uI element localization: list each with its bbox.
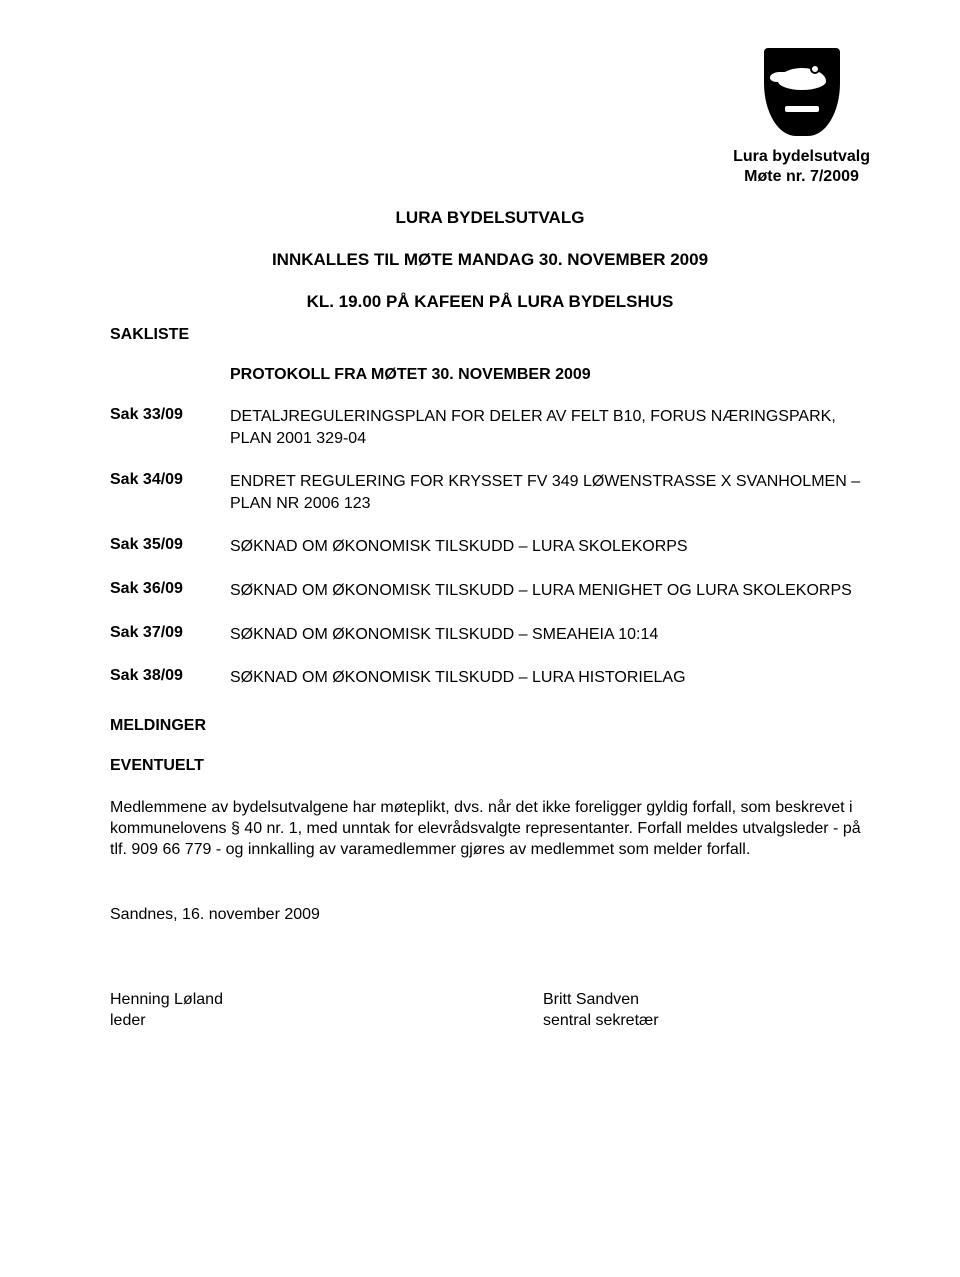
protokoll-line: PROTOKOLL FRA MØTET 30. NOVEMBER 2009 bbox=[230, 366, 870, 384]
sak-id: Sak 33/09 bbox=[110, 406, 230, 424]
sak-id: Sak 37/09 bbox=[110, 624, 230, 642]
sak-id: Sak 35/09 bbox=[110, 536, 230, 554]
sakliste-heading: SAKLISTE bbox=[110, 326, 870, 344]
signer-title: sentral sekretær bbox=[543, 1011, 659, 1032]
signature-block: Henning Løland leder Britt Sandven sentr… bbox=[110, 990, 870, 1032]
document-subtitle: INNKALLES TIL MØTE MANDAG 30. NOVEMBER 2… bbox=[110, 250, 870, 270]
signature-left: Henning Løland leder bbox=[110, 990, 223, 1032]
sak-id: Sak 38/09 bbox=[110, 667, 230, 685]
document-date: Sandnes, 16. november 2009 bbox=[110, 906, 870, 924]
signer-title: leder bbox=[110, 1011, 223, 1032]
document-main-title: LURA BYDELSUTVALG bbox=[110, 208, 870, 228]
sak-id: Sak 34/09 bbox=[110, 471, 230, 489]
sak-row: Sak 38/09 SØKNAD OM ØKONOMISK TILSKUDD –… bbox=[110, 667, 870, 689]
org-name-line2: Møte nr. 7/2009 bbox=[733, 167, 870, 187]
signer-name: Britt Sandven bbox=[543, 990, 659, 1011]
header-logo-block: Lura bydelsutvalg Møte nr. 7/2009 bbox=[733, 48, 870, 187]
sak-row: Sak 36/09 SØKNAD OM ØKONOMISK TILSKUDD –… bbox=[110, 580, 870, 602]
sak-row: Sak 33/09 DETALJREGULERINGSPLAN FOR DELE… bbox=[110, 406, 870, 449]
sak-description: SØKNAD OM ØKONOMISK TILSKUDD – LURA SKOL… bbox=[230, 536, 870, 558]
sak-list: Sak 33/09 DETALJREGULERINGSPLAN FOR DELE… bbox=[110, 406, 870, 689]
sak-description: SØKNAD OM ØKONOMISK TILSKUDD – LURA HIST… bbox=[230, 667, 870, 689]
eventuelt-heading: EVENTUELT bbox=[110, 757, 870, 775]
attendance-paragraph: Medlemmene av bydelsutvalgene har møtepl… bbox=[110, 797, 870, 860]
sak-description: DETALJREGULERINGSPLAN FOR DELER AV FELT … bbox=[230, 406, 870, 449]
shield-lamp-icon bbox=[764, 48, 840, 136]
org-name-line1: Lura bydelsutvalg bbox=[733, 147, 870, 167]
signature-right: Britt Sandven sentral sekretær bbox=[543, 990, 659, 1032]
sak-id: Sak 36/09 bbox=[110, 580, 230, 598]
meldinger-heading: MELDINGER bbox=[110, 717, 870, 735]
meeting-time-place: KL. 19.00 PÅ KAFEEN PÅ LURA BYDELSHUS bbox=[110, 292, 870, 312]
sak-description: SØKNAD OM ØKONOMISK TILSKUDD – LURA MENI… bbox=[230, 580, 870, 602]
sak-description: ENDRET REGULERING FOR KRYSSET FV 349 LØW… bbox=[230, 471, 870, 514]
sak-row: Sak 34/09 ENDRET REGULERING FOR KRYSSET … bbox=[110, 471, 870, 514]
sak-row: Sak 37/09 SØKNAD OM ØKONOMISK TILSKUDD –… bbox=[110, 624, 870, 646]
signer-name: Henning Løland bbox=[110, 990, 223, 1011]
sak-description: SØKNAD OM ØKONOMISK TILSKUDD – SMEAHEIA … bbox=[230, 624, 870, 646]
document-page: Lura bydelsutvalg Møte nr. 7/2009 LURA B… bbox=[0, 0, 960, 1277]
sak-row: Sak 35/09 SØKNAD OM ØKONOMISK TILSKUDD –… bbox=[110, 536, 870, 558]
